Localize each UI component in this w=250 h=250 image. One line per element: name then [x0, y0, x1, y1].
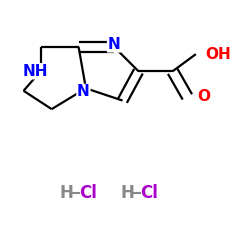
Text: Cl: Cl: [140, 184, 158, 202]
Text: NH: NH: [23, 64, 48, 79]
Text: OH: OH: [206, 46, 232, 62]
Text: N: N: [77, 84, 90, 100]
Text: Cl: Cl: [80, 184, 97, 202]
Text: N: N: [108, 37, 120, 52]
Text: O: O: [197, 90, 210, 104]
Text: H: H: [120, 184, 134, 202]
Text: H: H: [60, 184, 73, 202]
